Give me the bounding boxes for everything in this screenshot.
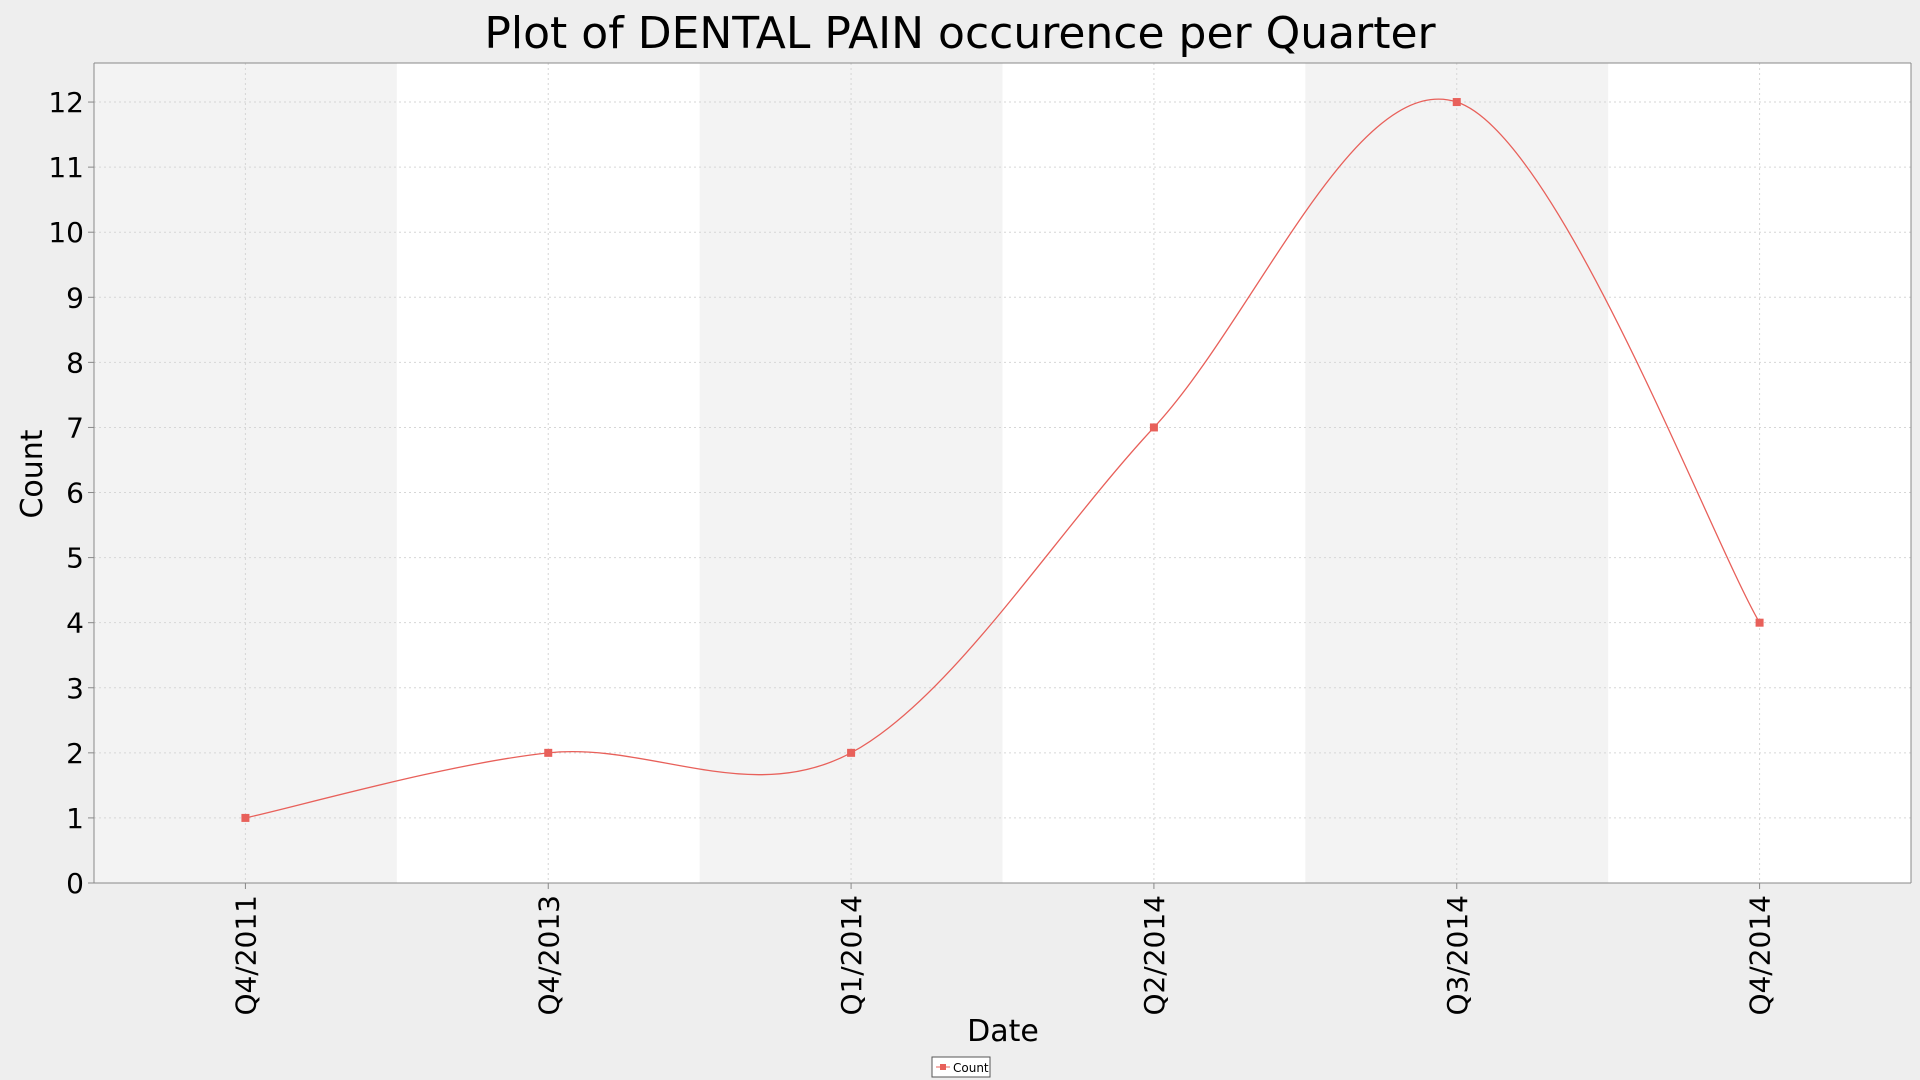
- y-tick-label-3: 3: [66, 672, 84, 705]
- y-axis-label: Count: [15, 429, 50, 518]
- y-tick-label-1: 1: [66, 802, 84, 835]
- x-tick-label-0: Q4/2011: [229, 895, 262, 1016]
- y-tick-label-7: 7: [66, 411, 84, 444]
- legend-marker-swatch: [940, 1064, 946, 1070]
- y-tick-label-9: 9: [66, 281, 84, 314]
- y-tick-label-0: 0: [66, 867, 84, 900]
- y-tick-label-6: 6: [66, 477, 84, 510]
- x-tick-label-2: Q1/2014: [835, 895, 868, 1016]
- data-point-0-1: [544, 748, 553, 757]
- y-tick-label-10: 10: [48, 216, 84, 249]
- legend: Count: [931, 1056, 991, 1078]
- y-tick-label-12: 12: [48, 86, 84, 119]
- x-axis-label: Date: [967, 1014, 1039, 1049]
- x-tick-label-1: Q4/2013: [532, 895, 565, 1016]
- data-point-0-5: [1755, 618, 1764, 627]
- data-point-0-0: [241, 813, 250, 822]
- x-tick-label-4: Q3/2014: [1441, 895, 1474, 1016]
- data-point-0-4: [1452, 98, 1461, 107]
- legend-label: Count: [953, 1061, 989, 1075]
- axes: [93, 62, 1912, 884]
- y-tick-label-2: 2: [66, 737, 84, 770]
- y-tick-label-5: 5: [66, 542, 84, 575]
- data-point-0-2: [847, 748, 856, 757]
- y-tick-label-8: 8: [66, 346, 84, 379]
- series-points: [241, 98, 1764, 822]
- y-tick-label-4: 4: [66, 607, 84, 640]
- x-axis-ticks: Q4/2011 Q4/2013 Q1/2014 Q2/2014 Q3/2014 Q4/20…: [229, 883, 1777, 1016]
- x-tick-label-5: Q4/2014: [1744, 895, 1777, 1016]
- chart-title: Plot of DENTAL PAIN occurence per Quarte…: [484, 8, 1436, 59]
- legend-box: [931, 1056, 991, 1078]
- grid-lines: [94, 63, 1911, 883]
- x-tick-label-3: Q2/2014: [1138, 895, 1171, 1016]
- y-tick-label-11: 11: [48, 151, 84, 184]
- data-point-0-3: [1149, 423, 1158, 432]
